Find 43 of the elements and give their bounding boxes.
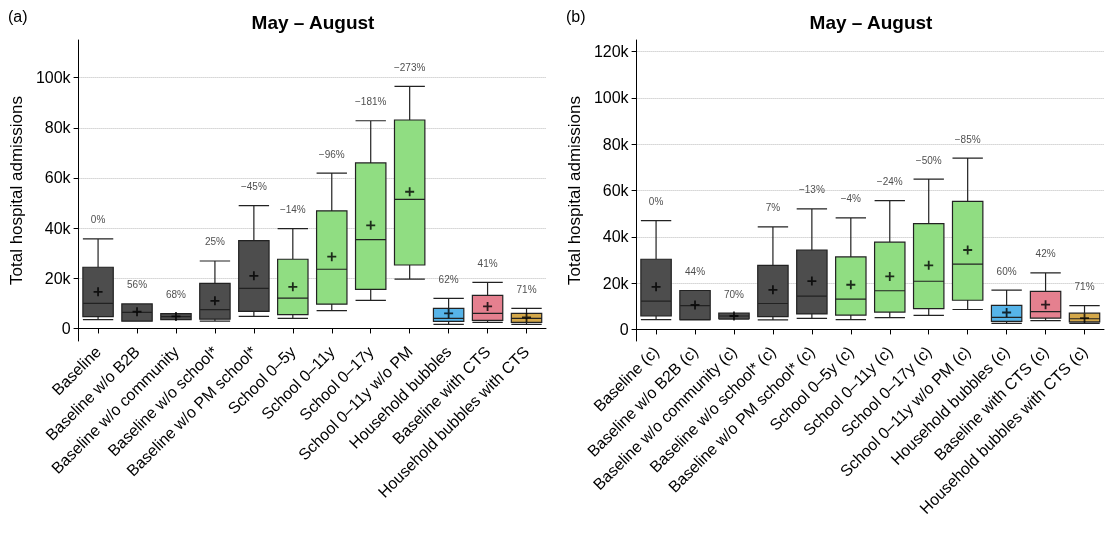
- text: −273%: [393, 61, 426, 73]
- text: −45%: [240, 181, 267, 193]
- y-tick-label: 40k: [44, 219, 72, 237]
- y-axis-title: Total hospital admissions: [565, 96, 584, 285]
- text: 62%: [438, 273, 459, 285]
- y-tick-label: 20k: [602, 274, 630, 292]
- y-tick-label: 0: [61, 319, 71, 337]
- text: −181%: [355, 96, 387, 108]
- text: 42%: [1035, 248, 1056, 260]
- text: −4%: [840, 193, 861, 205]
- text: 71%: [516, 283, 537, 295]
- text: −85%: [954, 133, 981, 145]
- y-tick-label: 60k: [44, 169, 72, 187]
- y-axis-title: Total hospital admissions: [7, 96, 26, 285]
- y-tick-label: 120k: [593, 43, 630, 61]
- text: −14%: [279, 204, 306, 216]
- text: 0%: [90, 214, 106, 226]
- y-tick-label: 20k: [44, 269, 72, 287]
- chart-title: May – August: [251, 12, 376, 33]
- text: 70%: [723, 288, 744, 300]
- text: 56%: [127, 279, 148, 291]
- text: 0%: [648, 196, 664, 208]
- text: (a): [8, 7, 28, 25]
- y-tick-label: 80k: [44, 119, 72, 137]
- y-tick-label: 80k: [602, 135, 630, 153]
- text: (b): [566, 7, 586, 25]
- text: −24%: [876, 176, 903, 188]
- text: −13%: [798, 184, 825, 196]
- text: −96%: [318, 148, 345, 160]
- y-tick-label: 40k: [602, 228, 630, 246]
- y-tick-label: 0: [619, 320, 629, 338]
- text: 41%: [477, 257, 498, 269]
- y-tick-label: 100k: [35, 69, 72, 87]
- text: 44%: [685, 266, 706, 278]
- text: 68%: [165, 289, 186, 301]
- chart-title: May – August: [809, 12, 934, 33]
- text: 71%: [1074, 281, 1095, 293]
- text: 60%: [996, 265, 1017, 277]
- text: 25%: [204, 236, 225, 248]
- y-tick-label: 60k: [602, 182, 630, 199]
- text: 7%: [765, 202, 781, 214]
- y-tick-label: 100k: [593, 89, 630, 107]
- text: −50%: [915, 154, 942, 166]
